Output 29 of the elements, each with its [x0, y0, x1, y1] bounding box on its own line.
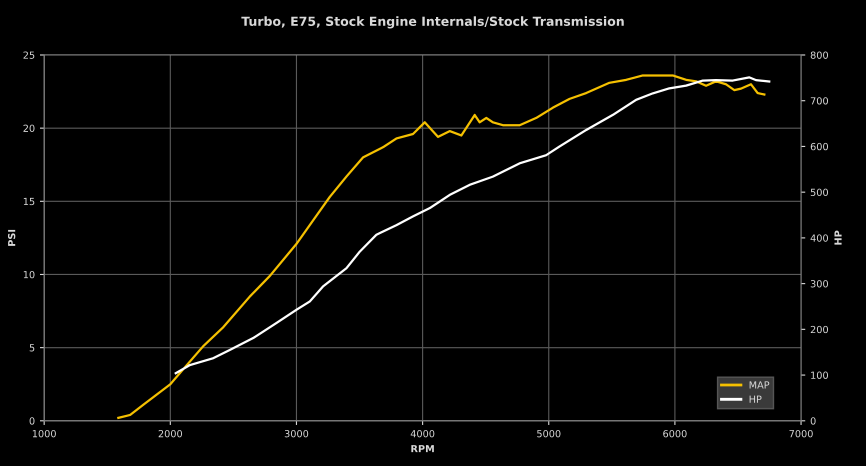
x-tick-label: 7000: [789, 430, 813, 438]
x-axis-title: RPM: [411, 445, 434, 452]
y-axis-title: PSI: [8, 230, 16, 246]
y2-tick-label: 200: [810, 326, 828, 334]
y-tick-label: 0: [30, 417, 34, 425]
x-tick-label: 2000: [158, 430, 182, 438]
y-tick-label: 10: [24, 270, 34, 278]
y2-axis-title: HP: [834, 230, 842, 245]
line-series: [174, 76, 770, 374]
x-tick-label: 5000: [537, 430, 560, 438]
y-tick-label: 5: [30, 344, 34, 352]
legend-label: MAP: [750, 381, 770, 388]
x-tick-label: 1000: [32, 430, 56, 438]
x-tick-label: 3000: [284, 430, 308, 438]
y2-tick-label: 0: [810, 417, 816, 425]
y-tick-label: 15: [24, 198, 34, 206]
y2-tick-label: 600: [810, 142, 828, 150]
x-tick-label: 6000: [663, 430, 687, 438]
y2-tick-label: 800: [810, 51, 828, 59]
y-tick-label: 25: [23, 51, 34, 59]
y2-tick-label: 400: [810, 234, 828, 242]
y-tick-label: 20: [23, 124, 34, 132]
y2-tick-label: 500: [810, 188, 828, 196]
x-tick-label: 4000: [410, 430, 434, 438]
y2-tick-label: 300: [810, 280, 828, 288]
y2-tick-label: 100: [811, 372, 828, 379]
chart-title: Turbo, E75, Stock Engine Internals/Stock Transmission: [241, 16, 624, 29]
legend-label: HP: [750, 396, 762, 403]
y2-tick-label: 700: [810, 97, 828, 105]
